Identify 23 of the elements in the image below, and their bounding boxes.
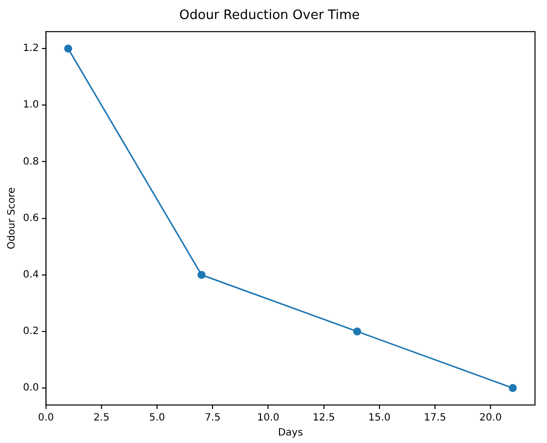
y-tick-label: 0.6 [22,212,39,224]
y-axis-title: Odour Score [6,187,18,250]
chart-title: Odour Reduction Over Time [179,8,360,24]
y-tick-label: 0.2 [22,326,39,338]
y-tick-label: 0.4 [22,269,39,280]
point [198,270,206,279]
y-tick-label: 0.0 [22,382,39,394]
x-tick-label: 15.0 [368,412,391,424]
x-axis-title: Days [278,428,303,439]
x-tick-label: 0.0 [38,412,54,424]
x-tick-label: 5.0 [149,412,166,424]
x-tick-label: 2.5 [94,412,110,424]
point [508,384,517,392]
x-tick-label: 20.0 [479,412,502,424]
y-tick-label: 1.2 [22,43,39,54]
point [353,327,362,336]
x-tick-label: 17.5 [424,412,446,424]
y-tick-label: 1.0 [22,100,39,111]
x-tick-label: 12.5 [312,412,335,424]
x-tick-label: 7.5 [204,412,221,424]
x-tick-label: 10.0 [257,412,280,424]
point [64,44,72,53]
y-tick-label: 0.8 [22,156,39,168]
